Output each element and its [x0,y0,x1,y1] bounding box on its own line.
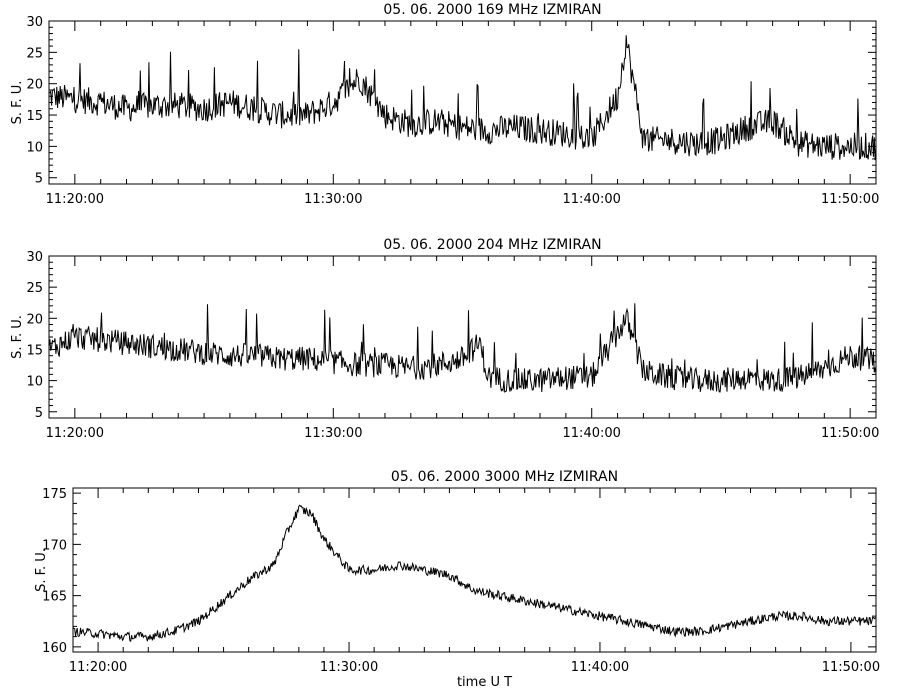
x-axis-label: time U T [457,675,512,690]
series-line [72,504,877,643]
plot-frame [72,487,877,653]
y-tick-label: 20 [26,78,43,93]
chart-title: 05. 06. 2000 169 MHz IZMIRAN [383,2,601,18]
y-tick-label: 20 [26,312,43,327]
y-tick-label: 170 [42,538,67,553]
chart-panel-1: 05. 06. 2000 169 MHz IZMIRAN S. F. U. 5 10 1… [10,2,879,207]
x-tick-label: 11:40:00 [563,426,621,441]
x-tick-label: 11:20:00 [46,192,104,207]
x-tick-label: 11:40:00 [571,660,629,675]
chart-title: 05. 06. 2000 3000 MHz IZMIRAN [391,469,618,485]
y-tick-label: 25 [26,281,43,296]
chart-panel-2: 05. 06. 2000 204 MHz IZMIRAN S. F. U. 5 10 1… [10,237,879,441]
x-tick-label: 11:20:00 [69,660,127,675]
y-axis-label: S. F. U. [34,548,49,592]
x-tick-label: 11:30:00 [320,660,378,675]
x-tick-label: 11:30:00 [304,192,362,207]
y-tick-label: 10 [26,140,43,155]
plot-frame [48,255,877,419]
x-tick-label: 11:50:00 [821,192,879,207]
series-line [48,303,877,393]
y-tick-label: 15 [26,343,43,358]
y-tick-label: 165 [42,590,67,605]
y-tick-label: 25 [26,46,43,61]
y-tick-label: 5 [35,406,43,421]
y-axis-label: S. F. U. [10,81,25,125]
x-tick-label: 11:20:00 [46,426,104,441]
y-tick-label: 10 [26,375,43,390]
y-tick-label: 5 [35,172,43,187]
y-tick-label: 160 [42,641,67,656]
x-tick-label: 11:30:00 [304,426,362,441]
y-tick-label: 30 [26,250,43,265]
y-tick-label: 15 [26,109,43,124]
chart-panel-3: 05. 06. 2000 3000 MHz IZMIRAN S. F. U. 160… [34,469,880,690]
y-tick-label: 30 [26,15,43,30]
y-tick-label: 175 [42,487,67,502]
x-tick-label: 11:50:00 [821,426,879,441]
series-line [48,35,877,161]
chart-title: 05. 06. 2000 204 MHz IZMIRAN [383,237,601,253]
y-axis-label: S. F. U. [10,315,25,359]
x-tick-label: 11:40:00 [563,192,621,207]
x-tick-label: 11:50:00 [822,660,880,675]
